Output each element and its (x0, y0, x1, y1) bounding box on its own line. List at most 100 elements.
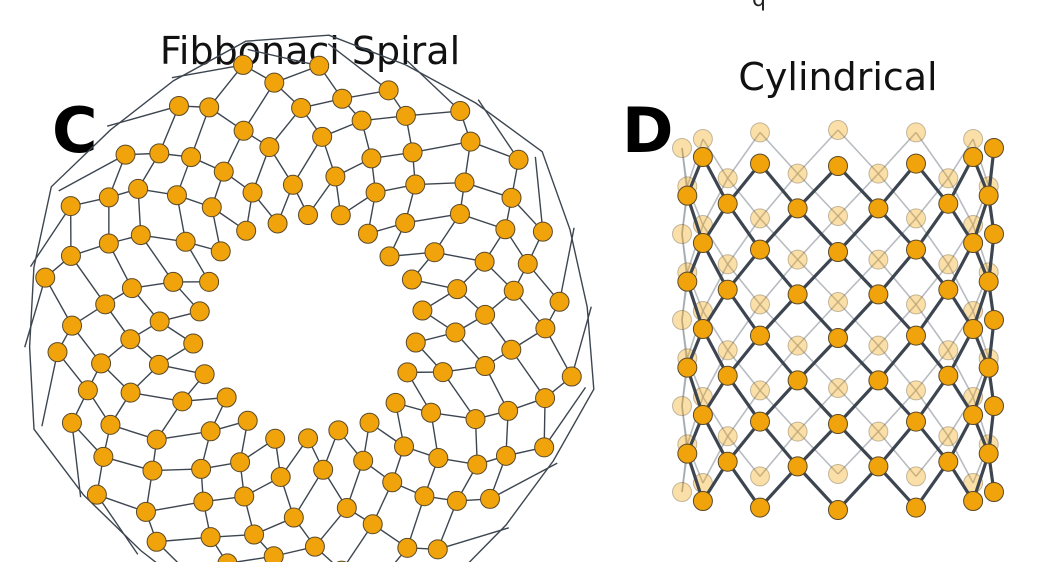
spiral-node (267, 213, 288, 234)
cylinder-back-edge (915, 303, 949, 351)
cylinder-back-edge (797, 259, 839, 303)
spiral-edge (571, 306, 592, 377)
cylinder-back-edge (947, 263, 974, 312)
cylinder-back-edge (947, 396, 974, 437)
cylinder-front-node (828, 414, 848, 434)
cylinder-back-nodes (672, 120, 999, 502)
spiral-node (216, 387, 237, 408)
spiral-node (298, 428, 318, 449)
spiral-node (414, 486, 435, 507)
cylinder-back-node (868, 335, 889, 356)
spiral-node (168, 95, 189, 116)
spiral-edge (106, 105, 180, 127)
cylinder-front-node (963, 147, 984, 167)
cylinder-back-edge (797, 173, 839, 217)
cylinder-front-node (828, 156, 848, 176)
cylinder-back-edge (681, 405, 689, 445)
cylinder-back-node (906, 208, 926, 229)
cylinder-back-edge (837, 345, 879, 389)
cylinder-back-edge (915, 177, 949, 219)
cylinder-front-node (828, 242, 848, 262)
spiral-node (201, 197, 222, 218)
spiral-node (405, 332, 426, 353)
cylinder-back-node (828, 464, 848, 484)
cylinder-front-node (978, 443, 999, 464)
spiral-node (172, 391, 193, 412)
spiral-edge (327, 43, 390, 91)
cylinder-front-node (692, 405, 713, 425)
spiral-node (385, 392, 406, 413)
cylinder-front-node (692, 147, 713, 167)
spiral-node (194, 364, 215, 385)
cylinder-front-nodes (677, 138, 1004, 520)
cylinder-back-edge (702, 435, 729, 484)
cylinder-front-node (692, 233, 713, 253)
cylinder-back-edge (702, 349, 729, 398)
cylinder-back-edge (837, 173, 879, 217)
spiral-node (475, 304, 496, 325)
spiral-node (365, 182, 386, 203)
spiral-node (166, 185, 187, 206)
spiral-node (175, 231, 196, 252)
cylinder-back-edge (947, 310, 974, 351)
cylinder-back-edge (702, 396, 729, 437)
spiral-node (230, 452, 251, 473)
spiral-node (270, 466, 291, 487)
spiral-node (304, 536, 325, 557)
cylinder-back-node (938, 254, 959, 275)
cylinder-back-edge (727, 177, 761, 219)
panel-letter-c: C (52, 94, 98, 167)
spiral-node (475, 356, 496, 377)
cylinder-back-edge (681, 147, 689, 187)
cylinder-back-edge (759, 303, 799, 347)
cylinder-back-edge (837, 387, 879, 433)
cylinder-back-node (717, 254, 738, 275)
cylinder-front-node (717, 365, 738, 386)
cylinder-back-edge (759, 173, 799, 219)
spiral-node (313, 459, 334, 480)
cylinder-front-node (906, 411, 926, 432)
spiral-node (561, 366, 582, 387)
spiral-edge (71, 422, 82, 498)
cylinder-back-node (906, 466, 926, 487)
spiral-node (200, 421, 221, 442)
cylinder-front-node (787, 284, 808, 305)
cylinder-back-edge (727, 131, 761, 179)
spiral-node (121, 278, 142, 299)
cylinder-back-node (906, 380, 926, 401)
cylinder-back-edge (759, 259, 799, 305)
cylinder-back-node (750, 208, 770, 229)
cylinder-front-node (984, 310, 1004, 330)
cylinder-front-node (868, 198, 889, 219)
cylinder-back-edge (877, 303, 917, 347)
spiral-node (149, 311, 170, 332)
cylinder-front-node (963, 491, 984, 511)
cylinder-back-edge (759, 431, 799, 477)
cylinder-back-edge (947, 349, 974, 398)
cylinder-front-node (677, 357, 698, 378)
cylinder-front-node (750, 325, 770, 346)
cylinder-back-node (672, 396, 692, 416)
cylinder-back-node (828, 206, 848, 226)
spiral-node (146, 429, 167, 450)
cylinder-back-edge (727, 263, 761, 305)
spiral-node (532, 221, 553, 242)
cylinder-back-edge (797, 431, 839, 475)
spiral-node (242, 182, 263, 203)
spiral-node (353, 450, 374, 471)
cylinder-front-node (906, 325, 926, 346)
cylinder-front-node (938, 451, 959, 472)
spiral-node (98, 233, 119, 254)
spiral-edge (171, 64, 244, 79)
spiral-node (379, 246, 400, 267)
cylinder-back-edge (797, 215, 839, 261)
cylinder-back-node (938, 340, 959, 361)
spiral-node (200, 527, 221, 548)
spiral-node (501, 339, 522, 360)
cylinder-front-node (787, 370, 808, 391)
spiral-node (495, 445, 516, 466)
cylinder-front-node (963, 405, 984, 425)
cylinder-back-edge (837, 215, 879, 261)
cylinder-back-node (717, 168, 738, 189)
